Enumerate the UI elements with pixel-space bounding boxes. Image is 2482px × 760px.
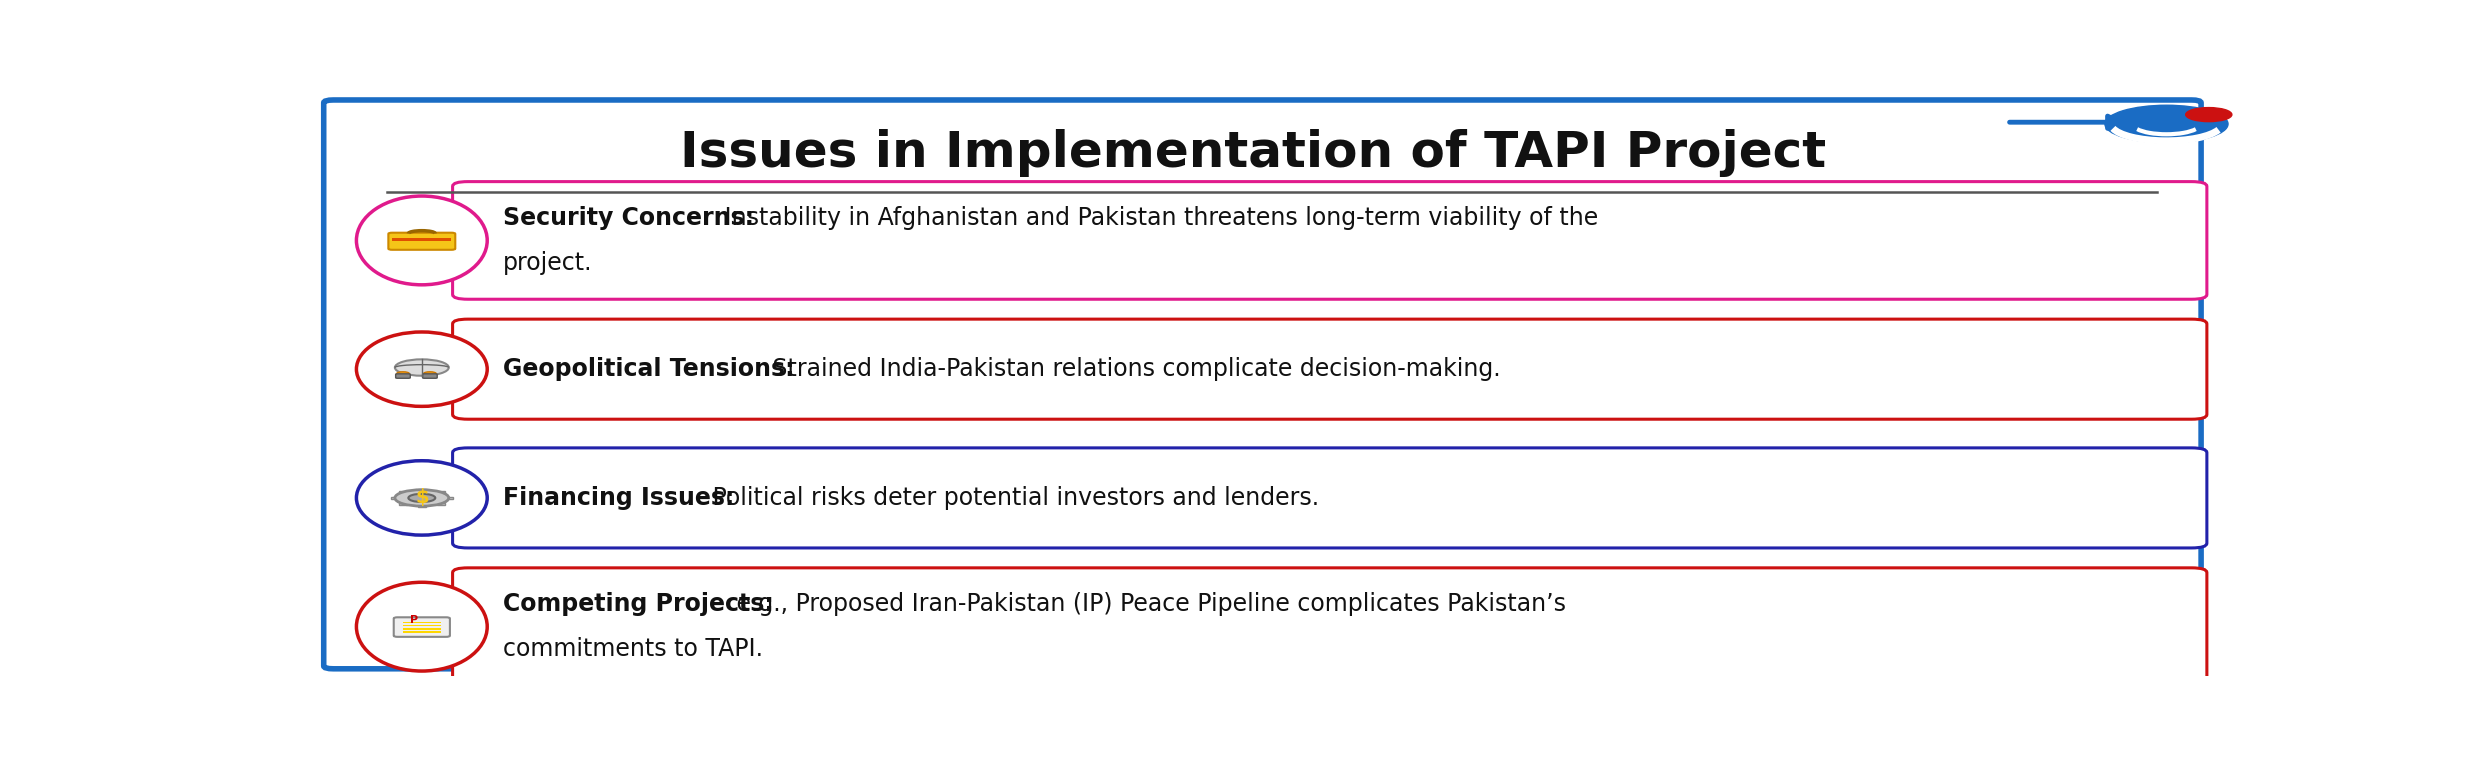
Circle shape (395, 489, 449, 506)
FancyBboxPatch shape (452, 319, 2206, 420)
Circle shape (410, 494, 434, 502)
Text: $: $ (414, 489, 429, 508)
Circle shape (2187, 108, 2231, 122)
FancyArrowPatch shape (2010, 116, 2120, 128)
Text: Geopolitical Tensions:: Geopolitical Tensions: (501, 357, 794, 382)
FancyBboxPatch shape (395, 617, 449, 637)
Text: Issues in Implementation of TAPI Project: Issues in Implementation of TAPI Project (680, 128, 1827, 176)
FancyBboxPatch shape (444, 497, 452, 499)
Circle shape (395, 359, 449, 375)
Text: Instability in Afghanistan and Pakistan threatens long-term viability of the: Instability in Afghanistan and Pakistan … (717, 206, 1598, 230)
Circle shape (397, 372, 410, 375)
Circle shape (2105, 105, 2229, 143)
FancyBboxPatch shape (452, 448, 2206, 548)
Text: P: P (410, 615, 417, 625)
Ellipse shape (357, 582, 486, 671)
FancyBboxPatch shape (400, 502, 407, 505)
Text: project.: project. (501, 251, 593, 275)
FancyBboxPatch shape (417, 505, 424, 507)
Circle shape (424, 372, 437, 375)
FancyBboxPatch shape (422, 374, 437, 378)
FancyBboxPatch shape (392, 238, 452, 241)
Text: Strained India-Pakistan relations complicate decision-making.: Strained India-Pakistan relations compli… (764, 357, 1502, 382)
FancyBboxPatch shape (402, 622, 442, 623)
Text: e.g., Proposed Iran-Pakistan (IP) Peace Pipeline complicates Pakistan’s: e.g., Proposed Iran-Pakistan (IP) Peace … (730, 592, 1566, 616)
FancyBboxPatch shape (402, 628, 442, 630)
FancyBboxPatch shape (452, 568, 2206, 686)
FancyBboxPatch shape (452, 182, 2206, 299)
Text: Financing Issues:: Financing Issues: (501, 486, 735, 510)
FancyBboxPatch shape (402, 632, 442, 633)
FancyBboxPatch shape (437, 502, 444, 505)
Text: Security Concerns:: Security Concerns: (501, 206, 755, 230)
FancyBboxPatch shape (392, 497, 400, 499)
FancyBboxPatch shape (402, 625, 442, 626)
FancyBboxPatch shape (437, 491, 444, 493)
Text: commitments to TAPI.: commitments to TAPI. (501, 638, 762, 661)
Ellipse shape (357, 196, 486, 285)
Text: Political risks deter potential investors and lenders.: Political risks deter potential investor… (705, 486, 1320, 510)
FancyBboxPatch shape (400, 491, 407, 493)
FancyBboxPatch shape (395, 374, 410, 378)
Ellipse shape (357, 332, 486, 407)
FancyBboxPatch shape (323, 100, 2202, 669)
FancyBboxPatch shape (417, 489, 424, 491)
Text: Competing Projects:: Competing Projects: (501, 592, 774, 616)
Ellipse shape (357, 461, 486, 535)
FancyBboxPatch shape (387, 233, 454, 250)
